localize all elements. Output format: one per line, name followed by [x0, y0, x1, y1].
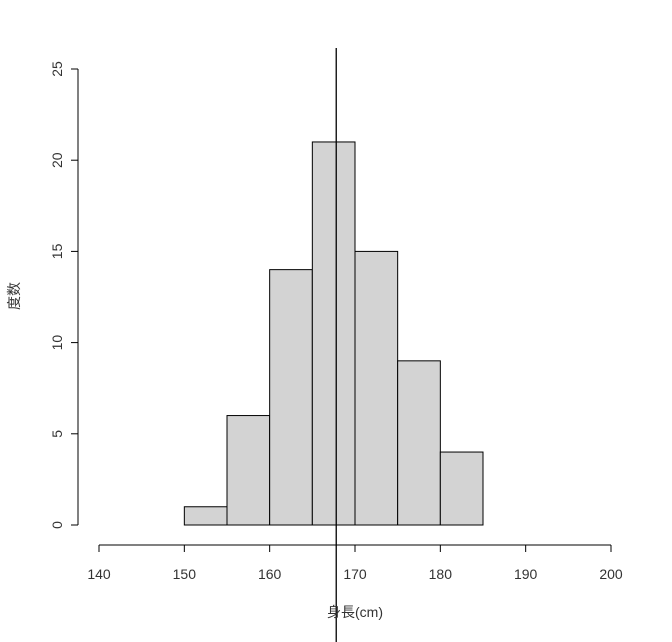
- histogram-bar-165-170: [311, 141, 356, 526]
- histogram-bar-180-185: [439, 451, 484, 526]
- y-axis: 0 5 10 15 20 25: [49, 61, 79, 529]
- y-tick-label: 25: [49, 61, 65, 77]
- histogram-bars: [183, 141, 484, 526]
- y-tick-label: 20: [49, 152, 65, 168]
- histogram-bar-150-155: [183, 506, 228, 526]
- histogram-bar-155-160: [226, 415, 271, 526]
- y-tick-label: 15: [49, 243, 65, 259]
- x-tick-label: 190: [514, 566, 538, 582]
- x-tick-label: 170: [343, 566, 367, 582]
- histogram-bar-160-165: [269, 269, 313, 526]
- x-tick-label: 180: [429, 566, 453, 582]
- x-axis: 140 150 160 170 180 190 200: [87, 544, 623, 582]
- x-axis-title: 身長(cm): [327, 604, 383, 620]
- x-tick-label: 150: [173, 566, 197, 582]
- y-tick-label: 10: [49, 335, 65, 351]
- x-tick-label: 200: [599, 566, 623, 582]
- y-tick-label: 5: [49, 430, 65, 438]
- y-axis-title: 度数: [6, 282, 22, 310]
- histogram-bar-175-180: [397, 360, 441, 526]
- y-tick-label: 0: [49, 521, 65, 529]
- x-tick-label: 160: [258, 566, 282, 582]
- histogram-bar-170-175: [354, 250, 399, 526]
- x-tick-label: 140: [87, 566, 111, 582]
